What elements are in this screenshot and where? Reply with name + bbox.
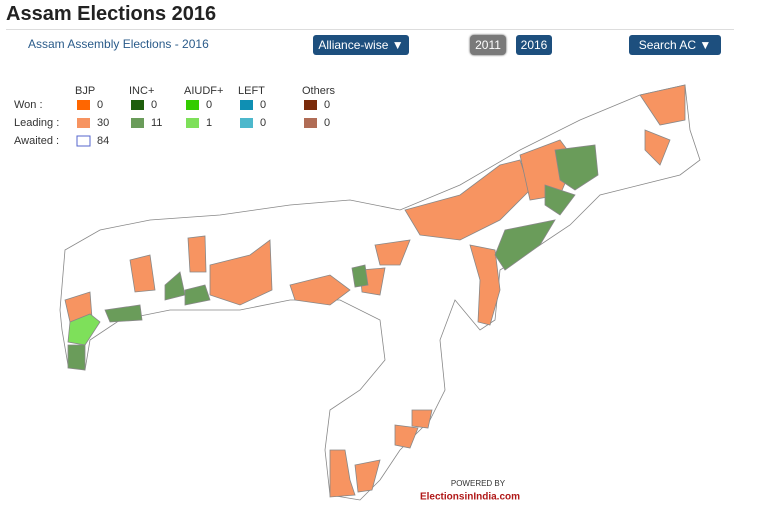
legend-column: INC+ — [129, 85, 154, 97]
region — [67, 344, 86, 371]
legend-swatch — [240, 118, 253, 128]
region — [644, 129, 671, 166]
region — [67, 313, 101, 346]
region — [394, 424, 419, 449]
legend-swatch — [131, 100, 144, 110]
map-regions — [59, 84, 701, 501]
region — [209, 239, 273, 306]
legend-count: 84 — [97, 135, 109, 147]
region — [354, 459, 381, 493]
page-title: Assam Elections 2016 — [6, 3, 217, 25]
legend-count: 0 — [260, 117, 266, 129]
legend-count: 11 — [151, 117, 162, 129]
brand: ElectionsinIndia.com — [420, 492, 520, 503]
region — [104, 304, 143, 323]
legend-count: 0 — [260, 99, 266, 111]
legend-swatch — [131, 118, 144, 128]
legend-swatch — [304, 100, 317, 110]
legend-swatch — [76, 135, 91, 147]
legend-row-label: Won : — [14, 99, 43, 111]
region — [374, 239, 411, 266]
year-button[interactable]: 2016 — [516, 35, 552, 55]
subtitle: Assam Assembly Elections - 2016 — [28, 37, 209, 51]
legend-count: 0 — [97, 99, 103, 111]
region — [184, 284, 211, 306]
legend-column: BJP — [75, 85, 95, 97]
region — [351, 264, 369, 288]
legend-count: 30 — [97, 117, 109, 129]
region — [289, 274, 351, 306]
region — [411, 409, 433, 429]
legend-count: 0 — [206, 99, 212, 111]
view-dropdown[interactable]: Alliance-wise ▼ — [313, 35, 409, 55]
divider — [6, 29, 734, 30]
legend-swatch — [186, 100, 199, 110]
region — [329, 449, 356, 498]
region — [469, 244, 501, 326]
region — [554, 144, 599, 191]
region — [129, 254, 156, 293]
legend-row-label: Awaited : — [14, 135, 59, 147]
legend-row-label: Leading : — [14, 117, 59, 129]
legend-column: AIUDF+ — [184, 85, 223, 97]
region — [494, 219, 556, 271]
legend-count: 0 — [151, 99, 157, 111]
legend-column: Others — [302, 85, 336, 97]
legend-swatch — [240, 100, 253, 110]
region — [187, 235, 207, 273]
legend-swatch — [186, 118, 199, 128]
legend-swatch — [304, 118, 317, 128]
powered-by: POWERED BY — [451, 479, 506, 488]
legend: BJP INC+ AIUDF+ LEFT Others Won : 0 0 0 0 0 Leading… — [14, 85, 336, 147]
legend-count: 0 — [324, 117, 330, 129]
legend-swatch — [77, 100, 90, 110]
legend-count: 1 — [206, 117, 212, 129]
region — [639, 84, 686, 126]
region — [544, 184, 576, 216]
year-button[interactable]: 2011 — [470, 35, 506, 55]
legend-column: LEFT — [238, 85, 265, 97]
legend-count: 0 — [324, 99, 330, 111]
legend-swatch — [77, 118, 90, 128]
search-dropdown[interactable]: Search AC ▼ — [629, 35, 721, 55]
